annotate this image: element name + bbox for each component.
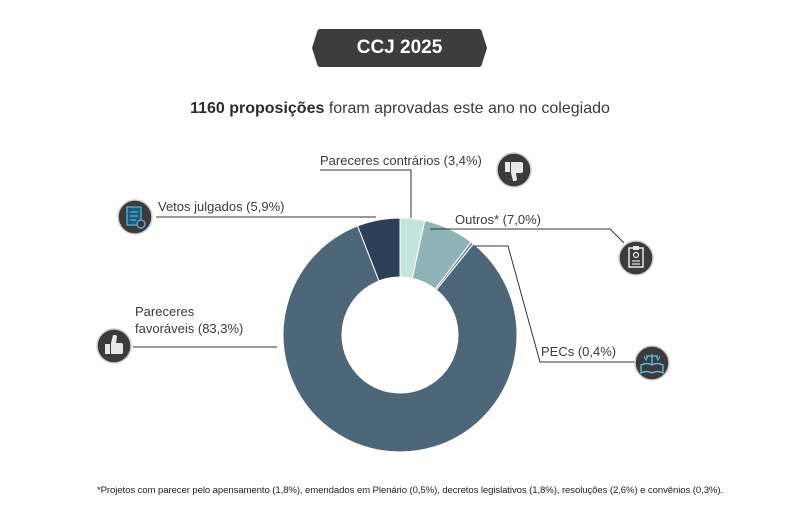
leader-line-pecs [475,245,636,363]
donut-slice-3 [282,225,518,453]
label-outros: Outros* (7,0%) [455,212,541,227]
label-contrarios: Pareceres contrários (3,4%) [320,153,482,168]
label-pecs: PECs (0,4%) [541,344,616,359]
leader-lines [133,169,636,363]
donut-slice-4 [356,217,401,282]
leader-line-outros [430,228,625,244]
label-favoraveis-line2: favoráveis (83,3%) [135,321,243,336]
veto-document-icon [117,199,153,235]
title-badge: CCJ 2025 [312,29,487,67]
title-badge-text: CCJ 2025 [356,37,443,58]
footnote: *Projetos com parecer pelo apensamento (… [96,485,724,496]
thumbs-down-icon [496,152,532,188]
donut-slices [282,217,518,453]
subtitle-count: 1160 proposições [190,100,325,117]
label-vetos: Vetos julgados (5,9%) [158,199,284,214]
document-list-icon [618,240,654,276]
thumbs-up-icon [96,328,132,364]
leader-line-contrarios [320,169,412,218]
law-book-scales-icon [634,345,670,381]
subtitle-text: foram aprovadas este ano no colegiado [324,100,610,117]
subtitle: 1160 proposições foram aprovadas este an… [0,100,800,118]
label-favoraveis-line1: Pareceres [135,304,195,319]
